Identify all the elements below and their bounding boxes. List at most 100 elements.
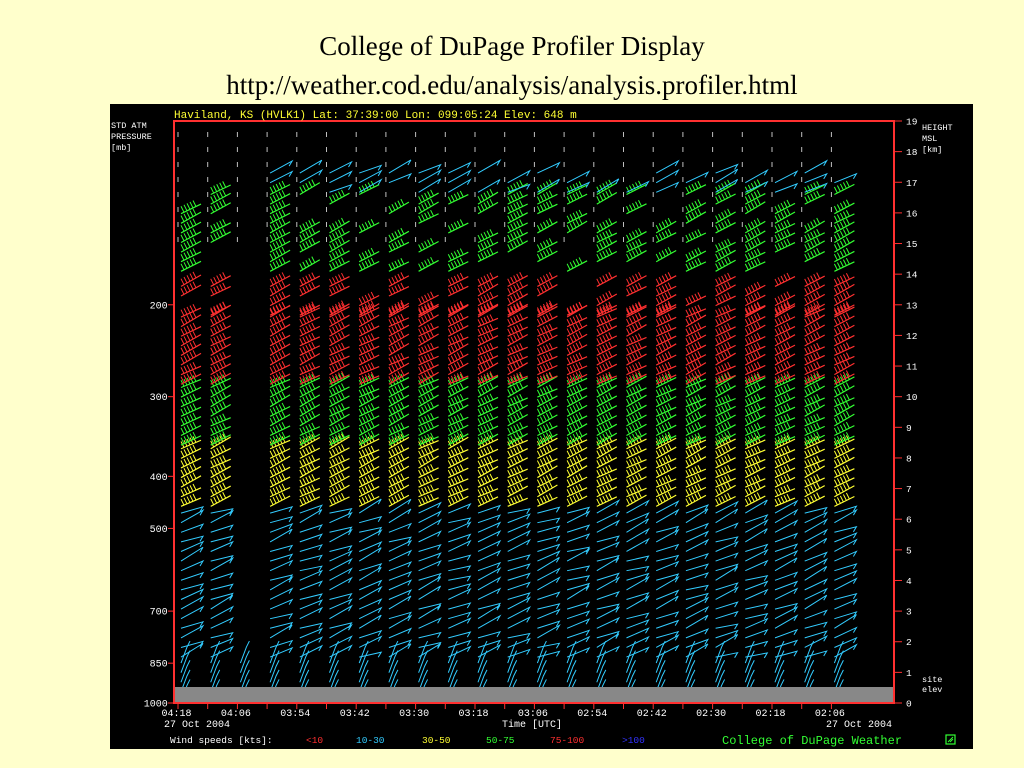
wind-barb xyxy=(596,660,607,683)
wind-barb xyxy=(537,506,561,514)
wind-barb xyxy=(685,483,707,498)
wind-barb xyxy=(477,566,502,581)
wind-barb xyxy=(804,321,825,337)
wind-barb xyxy=(329,493,350,507)
wind-barb xyxy=(833,453,855,469)
wind-barb xyxy=(774,445,796,459)
wind-barb xyxy=(744,248,766,263)
wind-barb xyxy=(477,272,499,287)
wind-barb xyxy=(329,303,350,318)
pressure-tick-label: 300 xyxy=(150,393,168,404)
wind-barb xyxy=(210,592,234,600)
wind-barb xyxy=(536,371,558,385)
wind-barb xyxy=(477,300,499,316)
wind-barb xyxy=(536,402,558,417)
credit-text: College of DuPage Weather xyxy=(722,734,902,748)
wind-barb xyxy=(745,580,769,591)
wind-barb xyxy=(507,209,528,224)
wind-barb xyxy=(507,411,528,427)
wind-barb xyxy=(655,181,680,193)
wind-barb xyxy=(477,521,502,533)
wind-barb xyxy=(180,436,202,450)
wind-barb xyxy=(388,422,410,437)
wind-barb xyxy=(833,352,855,366)
wind-barb xyxy=(299,599,323,610)
wind-barb xyxy=(655,301,677,316)
wind-barb xyxy=(626,372,647,389)
wind-barb xyxy=(596,443,618,459)
time-tick-label: 03:30 xyxy=(399,709,429,720)
wind-barb xyxy=(774,350,796,366)
legend-entry: 50-75 xyxy=(486,735,515,746)
wind-barb xyxy=(507,183,531,193)
wind-barb xyxy=(834,505,858,514)
wind-barb xyxy=(596,341,618,356)
legend-entry: <10 xyxy=(306,735,323,746)
wind-barb xyxy=(596,535,620,543)
wind-barb xyxy=(418,559,442,572)
pressure-tick-label: 200 xyxy=(150,301,168,312)
wind-barb xyxy=(329,170,353,184)
wind-barb xyxy=(715,508,739,524)
wind-barb xyxy=(774,571,799,581)
wind-barb xyxy=(744,455,766,469)
wind-barb xyxy=(448,583,472,591)
wind-barb xyxy=(596,402,618,417)
wind-barb xyxy=(447,359,469,376)
wind-barb xyxy=(833,393,855,408)
height-tick-label: 1 xyxy=(906,668,912,679)
wind-barb xyxy=(180,431,202,446)
wind-barb xyxy=(685,432,707,446)
wind-barb xyxy=(744,393,766,408)
wind-barb xyxy=(418,510,442,524)
wind-barb xyxy=(745,652,769,659)
wind-barb xyxy=(388,430,410,446)
wind-barb xyxy=(269,483,291,498)
wind-barb xyxy=(537,608,561,620)
wind-barb xyxy=(715,218,736,234)
wind-barb xyxy=(477,248,499,263)
wind-barb xyxy=(655,373,677,389)
wind-barb xyxy=(715,179,736,196)
wind-barb xyxy=(299,492,321,507)
wind-barb xyxy=(685,341,707,356)
wind-barb xyxy=(804,594,828,610)
wind-barb xyxy=(715,208,736,224)
wind-barb xyxy=(180,304,202,318)
wind-barb xyxy=(358,598,383,610)
wind-barb xyxy=(388,627,413,639)
wind-barb xyxy=(507,169,532,184)
wind-barb xyxy=(299,332,321,347)
wind-barb xyxy=(745,603,769,610)
wind-barb xyxy=(685,382,707,398)
wind-barb xyxy=(299,168,324,184)
wind-barb xyxy=(507,228,528,244)
wind-barb xyxy=(507,323,528,337)
wind-barb xyxy=(418,421,439,437)
wind-barb xyxy=(447,650,458,673)
wind-barb xyxy=(596,541,621,552)
wind-barb xyxy=(180,331,202,347)
wind-barb xyxy=(269,228,291,244)
wind-barb xyxy=(447,433,469,450)
wind-barb xyxy=(685,180,707,196)
wind-barb xyxy=(180,350,202,366)
wind-barb xyxy=(685,401,707,417)
wind-barb xyxy=(448,565,472,572)
pressure-tick-label: 500 xyxy=(150,525,168,536)
wind-barb xyxy=(507,444,528,459)
wind-barb xyxy=(477,484,499,498)
wind-barb xyxy=(715,411,736,427)
height-tick-label: 3 xyxy=(906,607,912,618)
wind-barb xyxy=(655,500,680,514)
wind-barb xyxy=(210,312,231,328)
wind-barb xyxy=(180,669,191,693)
wind-barb xyxy=(596,371,618,385)
wind-barb xyxy=(536,281,558,297)
wind-barb xyxy=(388,536,412,543)
wind-barb xyxy=(536,669,547,693)
wind-barb xyxy=(655,483,677,498)
wind-barb xyxy=(477,549,502,562)
wind-barb xyxy=(626,228,647,244)
wind-barb xyxy=(507,454,528,469)
